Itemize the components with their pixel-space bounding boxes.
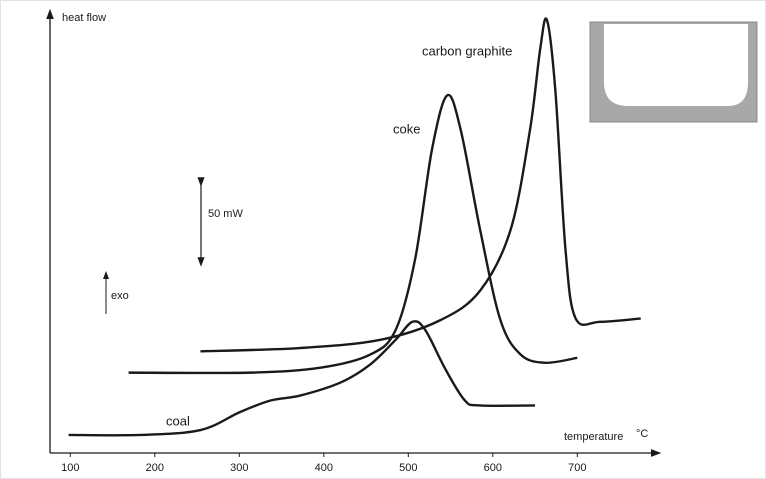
y-axis-label: heat flow [62, 12, 106, 24]
line-series [200, 17, 641, 353]
series-label: carbon graphite [422, 43, 512, 58]
line-series [128, 93, 578, 375]
x-tick-label: 400 [315, 462, 333, 474]
exo-label: exo [111, 290, 129, 302]
x-tick-label: 200 [146, 462, 164, 474]
x-tick-label: 700 [568, 462, 586, 474]
x-tick-label: 500 [399, 462, 417, 474]
scale-label: 50 mW [208, 208, 243, 220]
x-tick-label: 600 [484, 462, 502, 474]
x-axis-label: temperature [564, 431, 623, 443]
x-tick-label: 300 [230, 462, 248, 474]
x-axis-unit: °C [636, 428, 648, 440]
x-tick-label: 100 [61, 462, 79, 474]
inset-image [589, 21, 758, 123]
line-series [68, 320, 536, 437]
series-label: coke [393, 121, 420, 136]
series-label: coal [166, 413, 190, 428]
